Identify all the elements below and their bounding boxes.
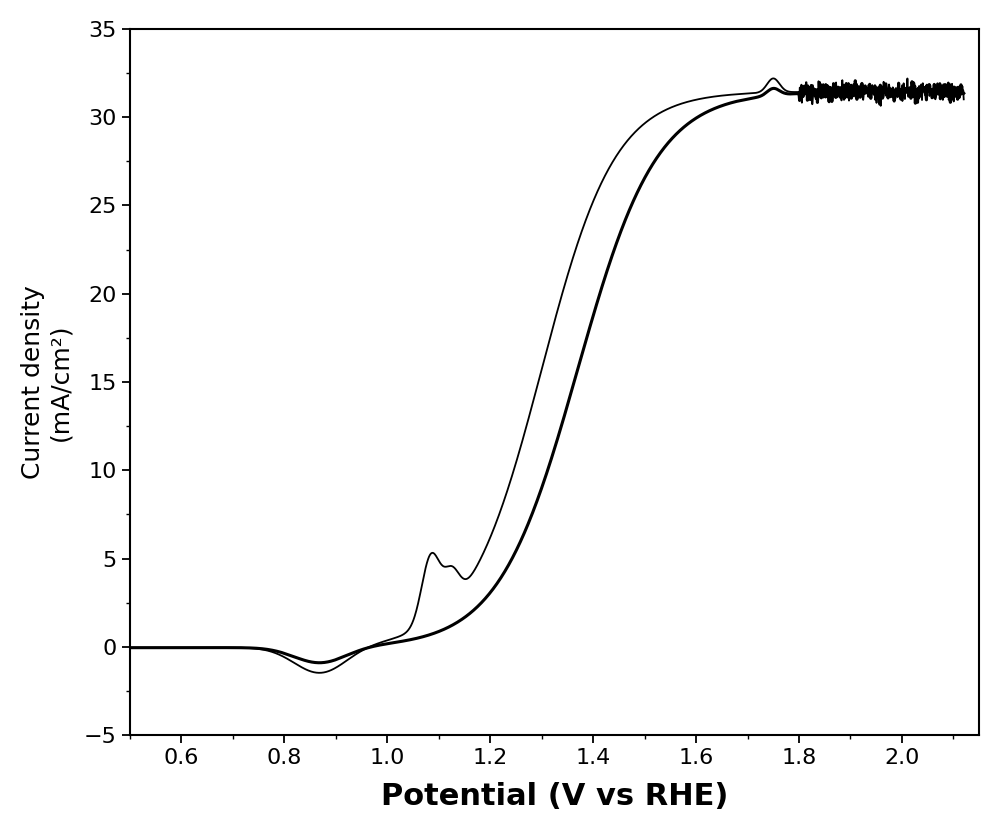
Y-axis label: Current density
(mA/cm²): Current density (mA/cm²)	[21, 285, 73, 479]
X-axis label: Potential (V vs RHE): Potential (V vs RHE)	[381, 782, 728, 811]
